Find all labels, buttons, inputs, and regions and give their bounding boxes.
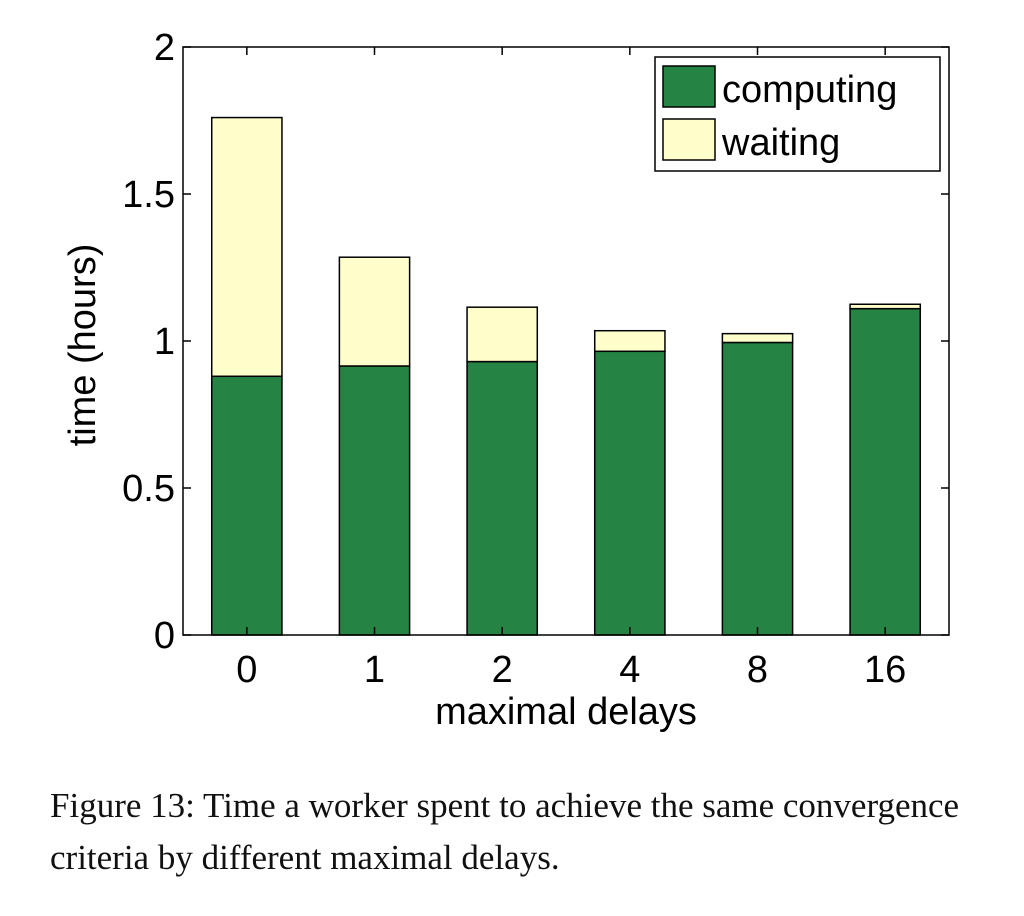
bar-waiting-16	[849, 303, 922, 310]
y-tick-label-1: 1	[154, 321, 175, 363]
y-tick-labels: 0 0.5 1 1.5 2	[122, 27, 175, 657]
bar-computing-0	[210, 375, 283, 636]
bar-waiting-4	[593, 329, 666, 353]
bar-computing-1	[338, 365, 411, 636]
legend: computing waiting	[654, 56, 941, 172]
legend-label-waiting: waiting	[721, 122, 840, 164]
ticks-group	[183, 46, 949, 636]
x-axis-label: maximal delays	[435, 691, 697, 733]
legend-swatch-computing	[662, 65, 716, 108]
chart: 0 0.5 1 1.5 2 0 1 2 4 8 16 time (hours) maximal d…	[62, 27, 950, 733]
figure-caption: Figure 13: Time a worker spent to achiev…	[50, 786, 960, 877]
y-axis-label: time (hours)	[62, 244, 104, 447]
y-tick-label-0: 0	[154, 615, 175, 657]
x-tick-label-0: 0	[236, 649, 257, 691]
x-tick-label-16: 16	[864, 649, 906, 691]
x-tick-label-4: 4	[619, 649, 640, 691]
bar-waiting-2	[466, 306, 539, 363]
x-tick-label-2: 2	[492, 649, 513, 691]
y-tick-label-0.5: 0.5	[122, 468, 175, 510]
bar-computing-16	[849, 307, 922, 636]
bar-waiting-8	[721, 332, 794, 344]
x-tick-labels: 0 1 2 4 8 16	[236, 649, 906, 691]
legend-swatch-waiting	[662, 118, 716, 161]
x-tick-label-1: 1	[364, 649, 385, 691]
legend-label-computing: computing	[722, 69, 897, 111]
bar-waiting-0	[210, 116, 283, 378]
y-tick-label-1.5: 1.5	[122, 174, 175, 216]
bar-computing-8	[721, 341, 794, 636]
y-tick-label-2: 2	[154, 27, 175, 69]
x-tick-label-8: 8	[747, 649, 768, 691]
bars-group	[210, 116, 922, 636]
bar-computing-4	[593, 350, 666, 636]
bar-computing-2	[466, 360, 539, 636]
bar-waiting-1	[338, 256, 411, 367]
